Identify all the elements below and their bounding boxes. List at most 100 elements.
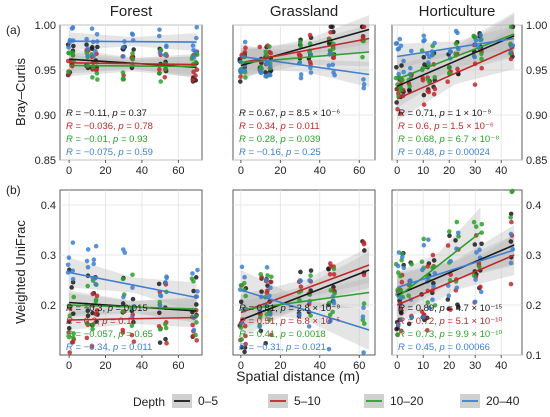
data-point-10–20 bbox=[90, 326, 95, 332]
data-point-10–20 bbox=[67, 313, 73, 319]
facet-title: Forest bbox=[110, 3, 153, 20]
data-point-5–10 bbox=[242, 323, 248, 329]
data-point-5–10 bbox=[129, 332, 135, 338]
data-point-20–40 bbox=[401, 69, 406, 75]
stat-label-10–20: R = 0.73, p = 9.9 × 10⁻¹⁰ bbox=[398, 329, 502, 340]
data-point-20–40 bbox=[93, 48, 98, 54]
data-point-10–20 bbox=[308, 273, 313, 278]
data-point-10–20 bbox=[407, 84, 413, 89]
data-point-20–40 bbox=[242, 68, 248, 73]
data-point-5–10 bbox=[193, 73, 198, 78]
data-point-10–20 bbox=[158, 79, 164, 84]
data-point-0–5 bbox=[406, 321, 412, 327]
data-point-20–40 bbox=[268, 312, 273, 317]
data-point-5–10 bbox=[84, 335, 90, 341]
data-point-10–20 bbox=[263, 52, 269, 58]
data-point-10–20 bbox=[406, 293, 411, 298]
data-point-10–20 bbox=[360, 317, 366, 323]
data-point-20–40 bbox=[238, 320, 244, 325]
data-point-10–20 bbox=[479, 56, 484, 62]
data-point-10–20 bbox=[509, 189, 515, 195]
data-point-20–40 bbox=[84, 36, 89, 42]
y-tick-label: 0.1 bbox=[526, 350, 541, 362]
data-point-20–40 bbox=[307, 278, 312, 283]
stat-label-10–20: R = −0.01, p = 0.93 bbox=[66, 134, 148, 145]
x-tick-label: 60 bbox=[353, 165, 365, 177]
data-point-20–40 bbox=[396, 322, 401, 327]
data-point-20–40 bbox=[361, 82, 367, 87]
stat-label-0–5: R = −0.3, p = 0.015 bbox=[66, 303, 148, 314]
data-point-20–40 bbox=[91, 53, 97, 59]
data-point-20–40 bbox=[130, 285, 135, 290]
data-point-20–40 bbox=[239, 264, 245, 270]
data-point-5–10 bbox=[425, 264, 430, 269]
data-point-20–40 bbox=[420, 267, 425, 273]
data-point-10–20 bbox=[331, 266, 337, 272]
data-point-5–10 bbox=[296, 52, 302, 57]
data-point-20–40 bbox=[398, 295, 404, 301]
data-point-10–20 bbox=[269, 274, 274, 280]
data-point-5–10 bbox=[162, 74, 168, 80]
data-point-10–20 bbox=[243, 293, 248, 299]
data-point-20–40 bbox=[421, 242, 427, 248]
y-tick-label: 0.95 bbox=[526, 65, 547, 77]
data-point-20–40 bbox=[401, 265, 407, 271]
data-point-5–10 bbox=[327, 271, 333, 277]
data-point-20–40 bbox=[93, 281, 98, 287]
data-point-20–40 bbox=[157, 27, 162, 32]
legend-item-20–40: 20–40 bbox=[460, 394, 520, 408]
data-point-20–40 bbox=[193, 49, 198, 54]
data-point-5–10 bbox=[242, 49, 248, 55]
data-point-10–20 bbox=[120, 70, 126, 75]
data-point-10–20 bbox=[326, 300, 332, 306]
data-point-20–40 bbox=[191, 54, 197, 60]
x-tick-label: 30 bbox=[469, 360, 481, 372]
data-point-10–20 bbox=[90, 322, 96, 327]
y-tick-label: 0.85 bbox=[526, 155, 547, 167]
data-point-0–5 bbox=[421, 54, 427, 60]
data-point-20–40 bbox=[267, 293, 272, 299]
data-point-0–5 bbox=[89, 44, 95, 50]
x-tick-label: 40 bbox=[495, 165, 507, 177]
data-point-0–5 bbox=[330, 24, 335, 30]
data-point-5–10 bbox=[445, 79, 450, 85]
data-point-20–40 bbox=[326, 346, 332, 352]
data-point-5–10 bbox=[268, 279, 274, 285]
data-point-10–20 bbox=[94, 71, 100, 76]
data-point-0–5 bbox=[157, 340, 163, 345]
data-point-10–20 bbox=[120, 76, 126, 81]
data-point-20–40 bbox=[263, 277, 269, 283]
data-point-20–40 bbox=[508, 260, 514, 266]
x-tick-label: 20 bbox=[443, 165, 455, 177]
fit-line-10–20 bbox=[240, 51, 370, 64]
data-point-20–40 bbox=[478, 289, 484, 295]
data-point-0–5 bbox=[85, 308, 91, 313]
x-tick-label: 0 bbox=[394, 165, 400, 177]
data-point-5–10 bbox=[93, 311, 99, 317]
data-point-5–10 bbox=[94, 67, 100, 73]
data-point-0–5 bbox=[95, 44, 100, 50]
data-point-10–20 bbox=[456, 234, 461, 239]
y-tick-label: 0.2 bbox=[526, 300, 541, 312]
data-point-20–40 bbox=[84, 258, 90, 264]
data-point-20–40 bbox=[398, 317, 404, 323]
data-point-10–20 bbox=[446, 65, 452, 71]
data-point-20–40 bbox=[121, 294, 126, 300]
data-point-20–40 bbox=[93, 243, 99, 249]
y-tick-label: 1.00 bbox=[35, 20, 56, 32]
data-point-5–10 bbox=[66, 330, 71, 335]
data-point-0–5 bbox=[447, 233, 452, 239]
data-point-0–5 bbox=[479, 241, 484, 247]
data-point-5–10 bbox=[448, 307, 453, 312]
data-point-0–5 bbox=[239, 345, 245, 350]
data-point-10–20 bbox=[157, 327, 163, 332]
data-point-0–5 bbox=[242, 345, 248, 350]
data-point-10–20 bbox=[120, 276, 126, 282]
data-point-10–20 bbox=[130, 51, 135, 56]
data-point-20–40 bbox=[478, 37, 483, 43]
data-point-10–20 bbox=[66, 69, 71, 75]
data-point-20–40 bbox=[473, 277, 478, 282]
data-point-5–10 bbox=[431, 91, 437, 97]
facet-panel-2: R = 0.71, p = 1 × 10⁻⁹ R = 0.6, p = 1.5 ×… bbox=[391, 3, 547, 177]
stat-label-0–5: R = 0.67, p = 8.5 × 10⁻⁶ bbox=[239, 108, 340, 119]
